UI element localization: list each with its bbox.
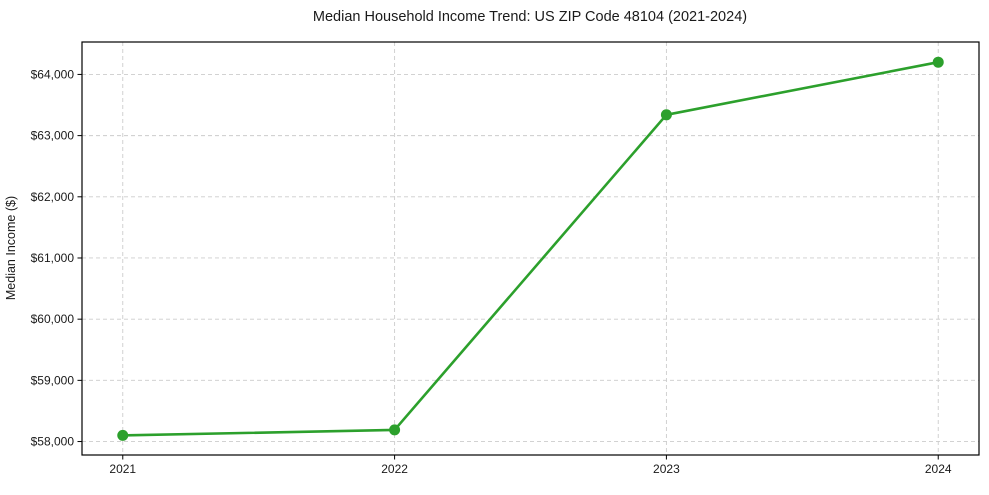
y-tick-label: $62,000 [31, 190, 75, 204]
plot-border [81, 41, 980, 456]
series-median-income [117, 56, 944, 441]
data-point [660, 109, 672, 121]
trend-line [121, 60, 940, 437]
y-tick-label: $58,000 [31, 435, 75, 449]
gridlines [82, 42, 979, 455]
y-tick-label: $59,000 [31, 373, 75, 387]
y-tick-label: $63,000 [31, 129, 75, 143]
y-axis-label: Median Income ($) [4, 196, 18, 300]
axes: $58,000 $59,000 $60,000 $61,000 $62,000 $63,0… [31, 41, 980, 476]
data-point [117, 429, 129, 441]
data-point [932, 56, 944, 68]
y-tick-label: $60,000 [31, 312, 75, 326]
data-point [389, 424, 401, 436]
x-tick-label: 2022 [381, 462, 408, 476]
x-tick-label: 2021 [109, 462, 136, 476]
chart-title: Median Household Income Trend: US ZIP Co… [313, 9, 747, 25]
y-tick-label: $61,000 [31, 251, 75, 265]
y-tick-label: $64,000 [31, 67, 75, 81]
x-tick-label: 2024 [925, 462, 952, 476]
x-tick-label: 2023 [653, 462, 680, 476]
